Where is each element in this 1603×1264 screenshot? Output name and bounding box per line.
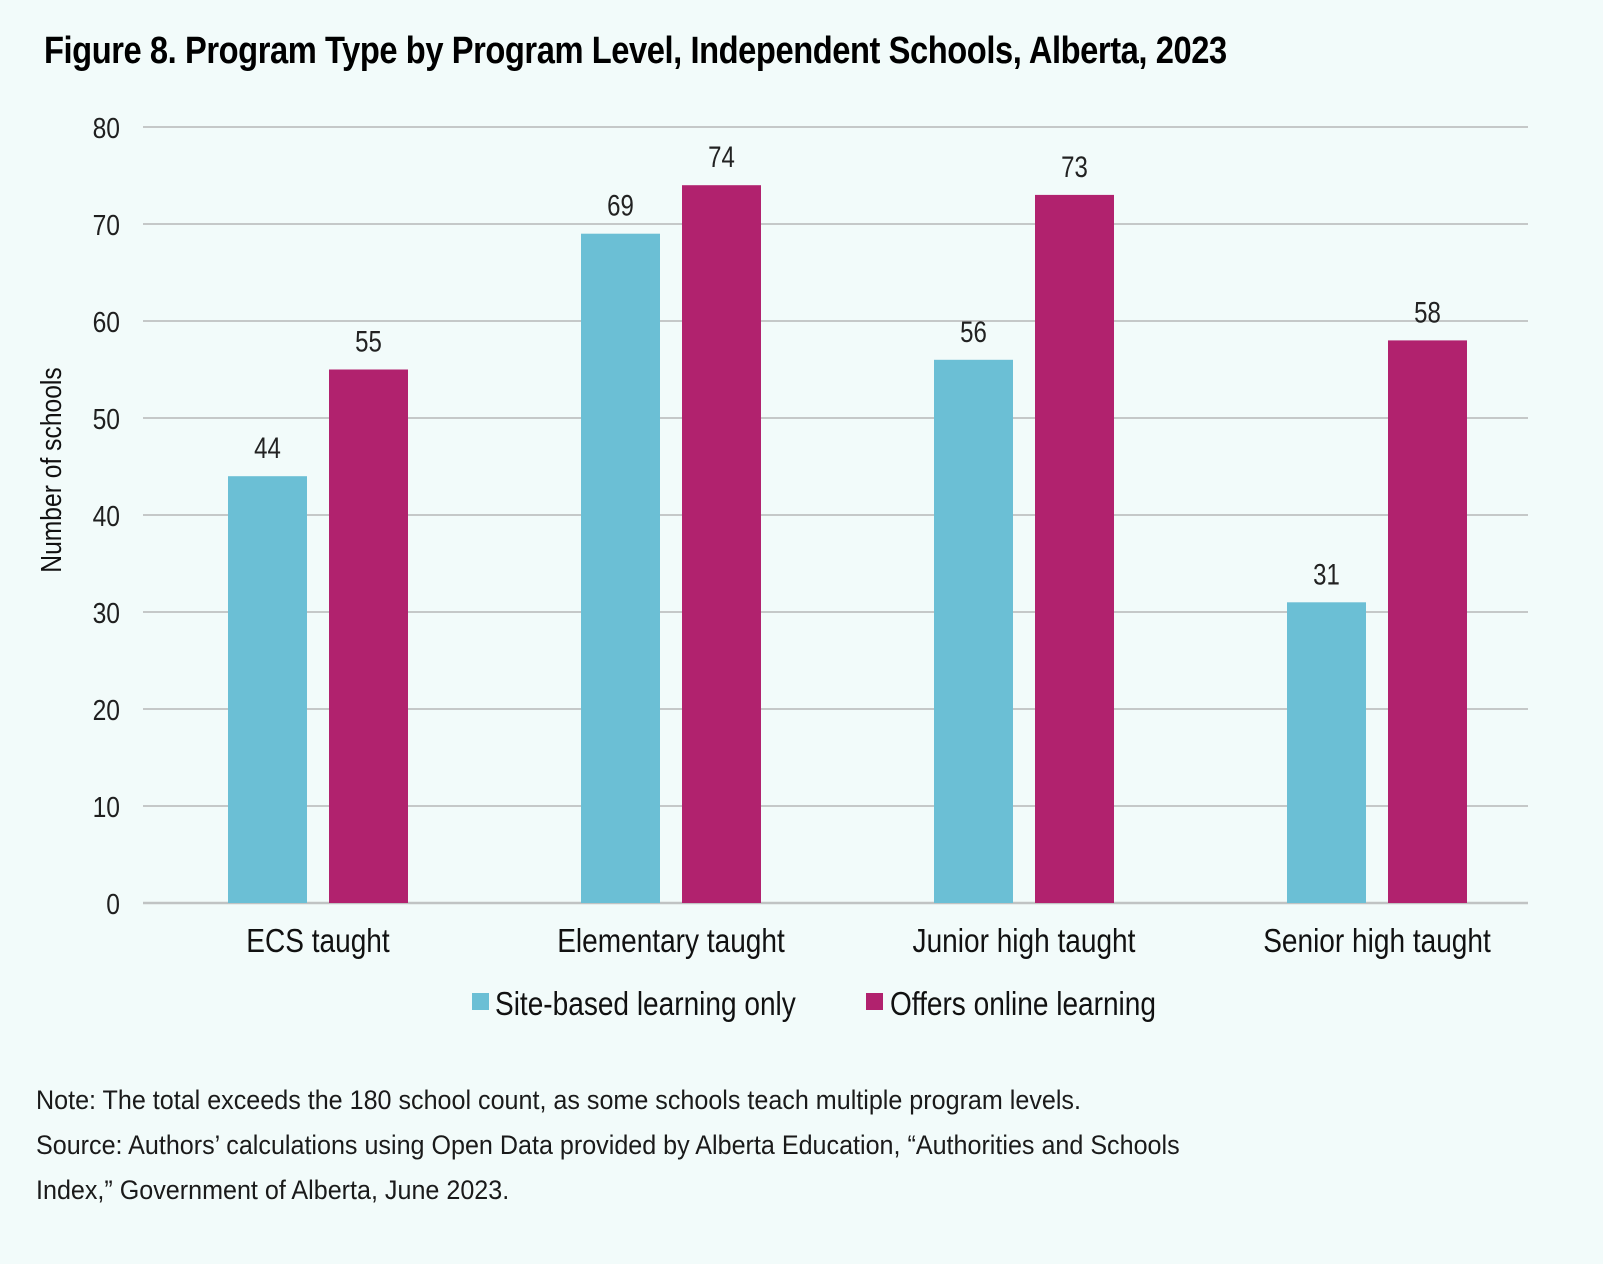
- bar: [329, 369, 408, 903]
- source-text-line-2: Index,” Government of Alberta, June 2023…: [36, 1175, 510, 1205]
- bars: [228, 185, 1467, 903]
- data-label: 69: [607, 188, 634, 222]
- legend-label: Offers online learning: [890, 986, 1156, 1023]
- data-label: 44: [254, 431, 281, 465]
- source-text-line-1: Source: Authors’ calculations using Open…: [36, 1130, 1180, 1160]
- data-label: 55: [355, 324, 382, 358]
- bar: [581, 233, 660, 903]
- bar: [1388, 340, 1467, 903]
- y-tick-label: 70: [93, 209, 120, 241]
- bar: [228, 476, 307, 903]
- x-category-label: ECS taught: [246, 923, 390, 960]
- legend-label: Site-based learning only: [495, 986, 796, 1023]
- y-tick-label: 20: [93, 694, 120, 726]
- bar: [1287, 602, 1366, 903]
- x-category-label: Elementary taught: [557, 923, 785, 960]
- legend-swatch: [472, 993, 489, 1010]
- y-tick-label: 10: [93, 791, 120, 823]
- y-tick-label: 30: [93, 597, 120, 629]
- y-tick-label: 60: [93, 306, 120, 338]
- y-tick-label: 40: [93, 500, 120, 532]
- y-axis-title: Number of schools: [35, 367, 67, 572]
- data-label: 31: [1313, 557, 1340, 591]
- data-label: 58: [1414, 295, 1441, 329]
- data-label: 74: [708, 140, 735, 174]
- y-tick-label: 50: [93, 403, 120, 435]
- figure-notes: Note: The total exceeds the 180 school c…: [36, 1078, 1487, 1213]
- legend-swatch: [866, 993, 883, 1010]
- chart-title: Figure 8. Program Type by Program Level,…: [44, 30, 1227, 72]
- bar: [1035, 194, 1114, 903]
- y-tick-label: 80: [93, 112, 120, 144]
- bar: [934, 359, 1013, 903]
- note-text: Note: The total exceeds the 180 school c…: [36, 1085, 1081, 1115]
- bar: [682, 185, 761, 903]
- y-tick-label: 0: [106, 888, 120, 920]
- x-axis-category-labels: ECS taught Elementary taught Junior high t…: [246, 923, 1491, 960]
- data-labels: 44 55 69 74 56 73 31 58: [254, 140, 1441, 591]
- data-label: 73: [1061, 149, 1088, 183]
- y-axis-ticks: 0 10 20 30 40 50 60 70 80: [93, 112, 120, 920]
- data-label: 56: [960, 314, 987, 348]
- x-category-label: Junior high taught: [913, 923, 1136, 960]
- x-category-label: Senior high taught: [1263, 923, 1491, 960]
- legend: Site-based learning only Offers online le…: [472, 986, 1156, 1023]
